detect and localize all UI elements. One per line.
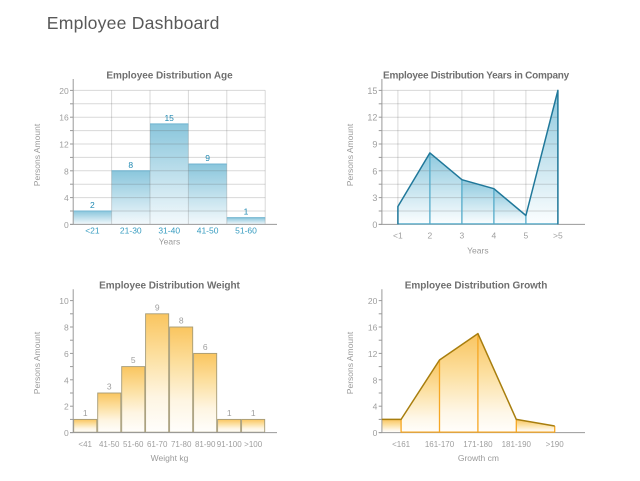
svg-text:Persons Amount: Persons Amount [32,331,42,394]
svg-text:Weight kg: Weight kg [151,453,189,463]
svg-text:81-90: 81-90 [195,440,216,449]
svg-text:Employee Distribution Weight: Employee Distribution Weight [99,280,240,291]
svg-text:6: 6 [372,166,377,176]
svg-text:5: 5 [524,231,529,241]
svg-text:6: 6 [203,342,208,352]
svg-text:6: 6 [64,349,69,359]
svg-text:2: 2 [90,200,95,210]
svg-text:9: 9 [205,153,210,163]
svg-text:>5: >5 [553,231,563,241]
svg-text:171-180: 171-180 [463,440,493,449]
svg-text:20: 20 [368,296,378,306]
svg-text:<161: <161 [392,440,411,449]
svg-text:<41: <41 [78,440,92,449]
svg-text:10: 10 [59,296,69,306]
svg-text:51-60: 51-60 [123,440,144,449]
svg-text:4: 4 [373,402,378,412]
svg-text:2: 2 [64,402,69,412]
svg-text:71-80: 71-80 [171,440,192,449]
svg-text:3: 3 [107,382,112,392]
svg-text:8: 8 [64,166,69,176]
svg-text:12: 12 [367,113,377,123]
svg-text:21-30: 21-30 [120,226,142,236]
svg-text:<21: <21 [85,226,100,236]
svg-text:5: 5 [131,355,136,365]
svg-text:0: 0 [372,220,377,230]
svg-text:20: 20 [59,86,69,96]
svg-text:2: 2 [428,231,433,241]
svg-text:Persons Amount: Persons Amount [32,123,42,186]
svg-text:41-50: 41-50 [99,440,120,449]
svg-text:181-190: 181-190 [502,440,532,449]
svg-text:Employee Distribution Age: Employee Distribution Age [106,70,233,81]
svg-text:161-170: 161-170 [425,440,455,449]
svg-text:0: 0 [64,428,69,438]
svg-text:16: 16 [368,323,378,333]
svg-text:8: 8 [128,160,133,170]
svg-text:41-50: 41-50 [197,226,219,236]
svg-text:Years: Years [159,237,180,247]
svg-text:8: 8 [373,375,378,385]
svg-text:3: 3 [372,193,377,203]
svg-text:Employee Distribution Weight: Employee Distribution Weight [100,281,241,292]
svg-text:15: 15 [164,113,174,123]
svg-text:1: 1 [251,408,256,418]
svg-text:Employee Dashboard: Employee Dashboard [47,13,220,33]
svg-text:51-60: 51-60 [235,226,257,236]
svg-text:0: 0 [373,428,378,438]
svg-text:4: 4 [64,375,69,385]
svg-text:Years: Years [467,246,488,256]
svg-text:>190: >190 [546,440,565,449]
svg-text:8: 8 [179,316,184,326]
svg-text:1: 1 [227,408,232,418]
svg-text:3: 3 [460,231,465,241]
svg-text:1: 1 [83,408,88,418]
svg-text:16: 16 [59,113,69,123]
svg-text:0: 0 [64,220,69,230]
svg-text:Growth cm: Growth cm [458,453,499,463]
svg-text:Employee Distribution Growth: Employee Distribution Growth [405,280,548,291]
svg-text:91-100: 91-100 [217,440,242,449]
svg-text:12: 12 [59,140,69,150]
svg-text:12: 12 [368,349,378,359]
svg-text:8: 8 [64,323,69,333]
svg-text:Employee Distribution Growth: Employee Distribution Growth [406,281,549,292]
svg-text:>100: >100 [244,440,263,449]
svg-text:Employee Distribution Age: Employee Distribution Age [107,71,234,82]
svg-text:1: 1 [244,207,249,217]
svg-text:Employee Distribution Years in: Employee Distribution Years in Company [384,71,571,82]
svg-text:<1: <1 [393,231,403,241]
svg-text:15: 15 [367,86,377,96]
svg-text:Persons Amount: Persons Amount [345,331,355,394]
svg-text:Employee Distribution Years in: Employee Distribution Years in Company [383,70,570,81]
svg-text:31-40: 31-40 [158,226,180,236]
svg-text:4: 4 [64,193,69,203]
svg-text:61-70: 61-70 [147,440,168,449]
svg-text:9: 9 [155,302,160,312]
svg-text:Persons Amount: Persons Amount [345,123,355,186]
svg-text:4: 4 [492,231,497,241]
svg-text:9: 9 [372,140,377,150]
